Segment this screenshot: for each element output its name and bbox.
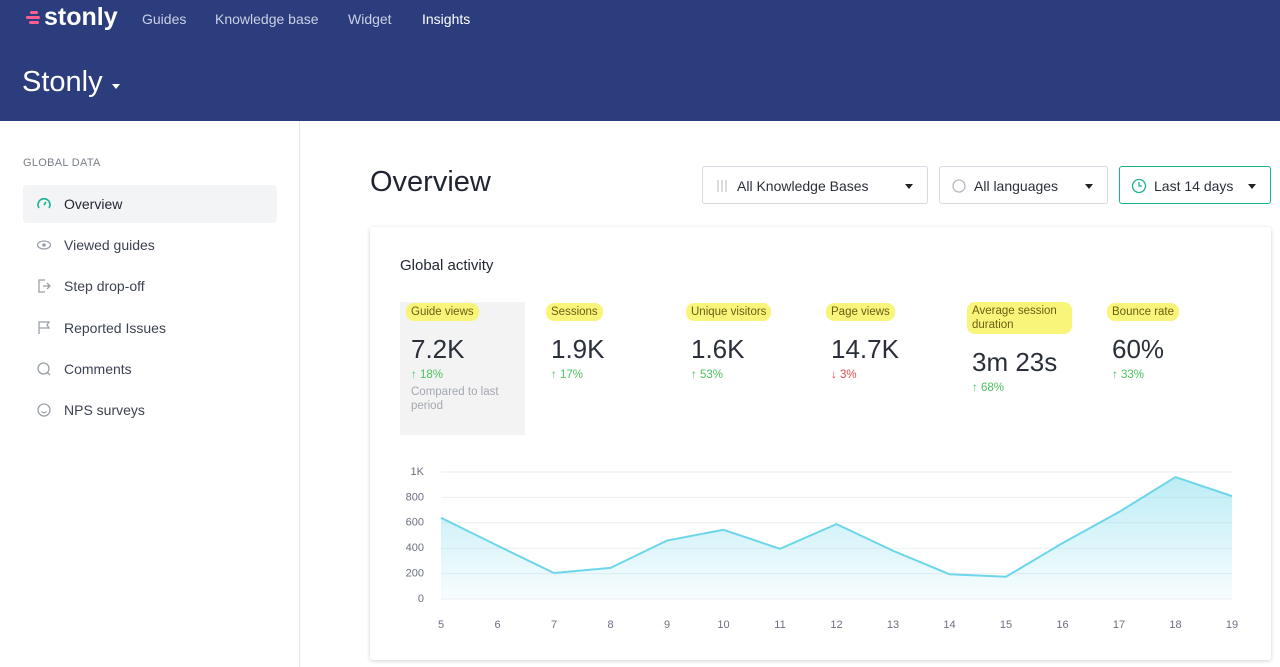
x-tick-label: 5	[438, 619, 444, 631]
metric[interactable]: Average session duration 3m 23s ↑ 68%	[967, 302, 1102, 394]
metric[interactable]: Page views 14.7K ↓ 3%	[826, 302, 961, 381]
sidebar-label: Comments	[64, 361, 132, 377]
y-tick-label: 0	[418, 593, 424, 605]
x-tick-label: 16	[1056, 619, 1068, 631]
nav-link[interactable]: Widget	[348, 11, 392, 27]
section-label: GLOBAL DATA	[23, 157, 101, 169]
metric-value: 1.6K	[691, 334, 745, 364]
metric-change: ↑ 68%	[972, 382, 1004, 394]
sidebar-item[interactable]: Step drop-off	[23, 267, 277, 305]
x-tick-label: 12	[830, 619, 842, 631]
sidebar-item[interactable]: Comments	[23, 350, 277, 388]
metric-change: ↑ 18%	[411, 369, 443, 381]
y-tick-label: 400	[406, 542, 424, 554]
top-bar: stonly Guides Knowledge base Widget Insi…	[0, 0, 1280, 121]
filter-dropdown[interactable]: All languages	[939, 166, 1108, 204]
area	[441, 477, 1232, 599]
sidebar-label: Step drop-off	[64, 278, 145, 294]
icon	[38, 279, 51, 293]
metric-label: Average session duration	[967, 302, 1072, 334]
sidebar-item[interactable]: Reported Issues	[23, 309, 277, 347]
sidebar-item[interactable]: NPS surveys	[23, 391, 277, 429]
icon	[37, 240, 51, 250]
icon	[37, 197, 51, 209]
x-tick-label: 11	[774, 619, 785, 631]
nav-link[interactable]: Insights	[422, 11, 471, 27]
x-tick-label: 13	[887, 619, 899, 631]
metric-change: ↑ 33%	[1112, 369, 1144, 381]
x-tick-label: 18	[1169, 619, 1181, 631]
sidebar-label: Overview	[64, 196, 123, 212]
metric-value: 7.2K	[411, 334, 465, 364]
metric[interactable]: Sessions 1.9K ↑ 17%	[546, 302, 681, 381]
metric-value: 60%	[1112, 334, 1165, 364]
icon	[37, 403, 51, 417]
x-tick-label: 14	[943, 619, 955, 631]
metric-label: Unique visitors	[686, 303, 772, 321]
sidebar-label: Reported Issues	[64, 320, 166, 336]
filter-label: All Knowledge Bases	[737, 178, 869, 194]
icon	[952, 179, 966, 193]
metric-value: 3m 23s	[972, 347, 1058, 377]
metric-change: ↑ 53%	[691, 369, 723, 381]
icon	[38, 321, 51, 334]
icon	[37, 362, 51, 376]
metric[interactable]: Unique visitors 1.6K ↑ 53%	[686, 302, 821, 381]
x-tick-label: 6	[494, 619, 500, 631]
sidebar: GLOBAL DATA Overview Viewed guides Step …	[0, 121, 300, 667]
metric-label: Bounce rate	[1107, 303, 1180, 321]
x-tick-label: 19	[1226, 619, 1238, 631]
x-tick-label: 15	[1000, 619, 1012, 631]
workspace-caret[interactable]	[112, 84, 120, 89]
logo-icon	[26, 11, 40, 24]
nav-link[interactable]: Guides	[142, 11, 187, 27]
chart: 0 200 400 600 800 1K 5 6 7 8 9 10 11 12 13 14 15 16 17 18 19	[406, 466, 1238, 631]
sidebar-item[interactable]: Viewed guides	[23, 226, 277, 264]
activity-card: Global activity Guide views 7.2K ↑ 18% Comp…	[370, 227, 1271, 660]
selected-metric-bg[interactable]	[400, 302, 525, 435]
y-tick-label: 1K	[411, 466, 425, 478]
sidebar-label: Viewed guides	[64, 237, 155, 253]
filter-label: Last 14 days	[1154, 178, 1234, 194]
filter-label: All languages	[974, 178, 1059, 194]
sidebar-item[interactable]: Overview	[23, 185, 277, 223]
y-tick-label: 200	[406, 568, 424, 580]
filter-dropdown[interactable]: Last 14 days	[1119, 166, 1271, 204]
x-tick-label: 8	[607, 619, 613, 631]
metric-value: 14.7K	[831, 334, 899, 364]
metric-change: ↑ 17%	[551, 369, 583, 381]
y-tick-label: 600	[406, 517, 424, 529]
icon	[1131, 178, 1147, 194]
x-tick-label: 7	[551, 619, 557, 631]
metric-change: ↓ 3%	[831, 369, 857, 381]
line	[440, 475, 1233, 578]
filter-dropdown[interactable]: All Knowledge Bases	[702, 166, 928, 204]
x-tick-label: 10	[717, 619, 729, 631]
logo[interactable]: stonly	[44, 3, 118, 31]
page-title: Overview	[370, 166, 491, 198]
metric-label: Guide views	[406, 303, 479, 321]
metric-label: Sessions	[546, 303, 603, 321]
metric-note: Compared to last period	[411, 386, 499, 412]
workspace-name[interactable]: Stonly	[22, 66, 103, 98]
x-tick-label: 9	[664, 619, 670, 631]
x-tick-label: 17	[1113, 619, 1125, 631]
metric-label: Page views	[826, 303, 895, 321]
card-title: Global activity	[400, 257, 494, 274]
metric-value: 1.9K	[551, 334, 605, 364]
nav-link[interactable]: Knowledge base	[215, 11, 319, 27]
icon	[717, 180, 727, 192]
metric[interactable]: Bounce rate 60% ↑ 33%	[1107, 302, 1242, 381]
metric[interactable]: Guide views 7.2K ↑ 18% Compared to last per…	[406, 302, 541, 413]
sidebar-label: NPS surveys	[64, 402, 145, 418]
y-tick-label: 800	[406, 491, 424, 503]
